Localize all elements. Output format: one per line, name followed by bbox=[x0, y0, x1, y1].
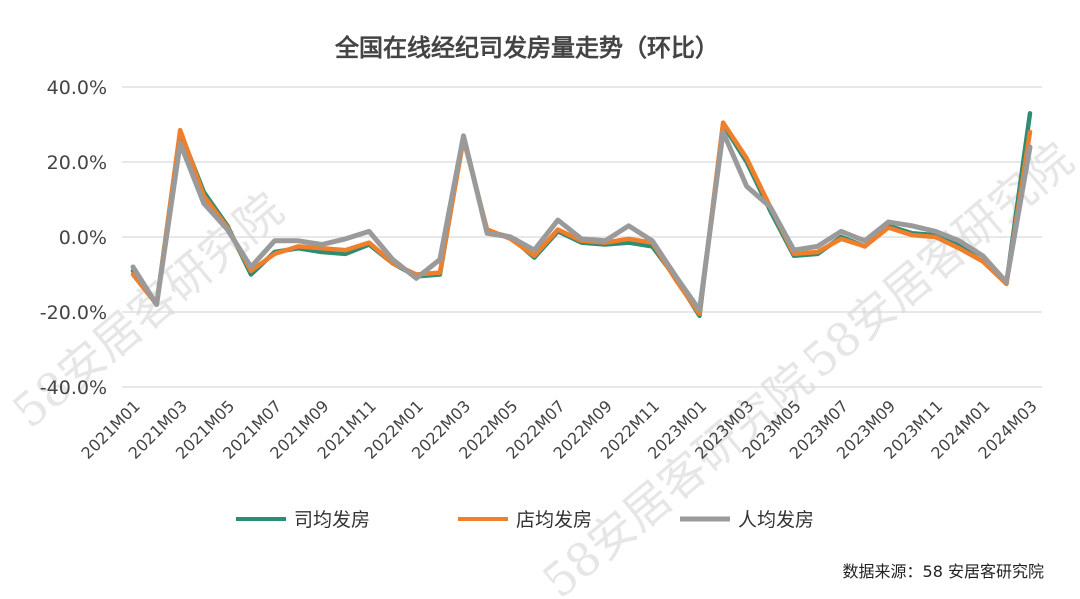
watermark-text: 58安居客研究院 bbox=[532, 352, 823, 599]
source-note: 数据来源：58 安居客研究院 bbox=[843, 562, 1044, 581]
y-tick-label: 20.0% bbox=[47, 152, 107, 174]
legend: 司均发房 店均发房 人均发房 bbox=[236, 509, 814, 531]
series-lines bbox=[130, 111, 1033, 319]
series-line bbox=[130, 129, 1033, 313]
chart-title: 全国在线经纪司发房量走势（环比） bbox=[334, 34, 719, 62]
y-tick-label: 40.0% bbox=[47, 77, 107, 99]
y-tick-label: -40.0% bbox=[40, 377, 107, 399]
x-axis-ticks: 2021M012021M032021M052021M072021M092021M… bbox=[77, 396, 1040, 462]
legend-label: 店均发房 bbox=[516, 509, 592, 531]
y-tick-label: -20.0% bbox=[40, 302, 107, 324]
y-tick-label: 0.0% bbox=[59, 227, 107, 249]
legend-label: 人均发房 bbox=[738, 509, 814, 531]
grid-lines bbox=[122, 86, 1042, 388]
watermark-text: 58安居客研究院 bbox=[792, 132, 1080, 388]
legend-label: 司均发房 bbox=[294, 509, 370, 531]
y-axis-ticks: 40.0% 20.0% 0.0% -20.0% -40.0% bbox=[40, 77, 107, 399]
